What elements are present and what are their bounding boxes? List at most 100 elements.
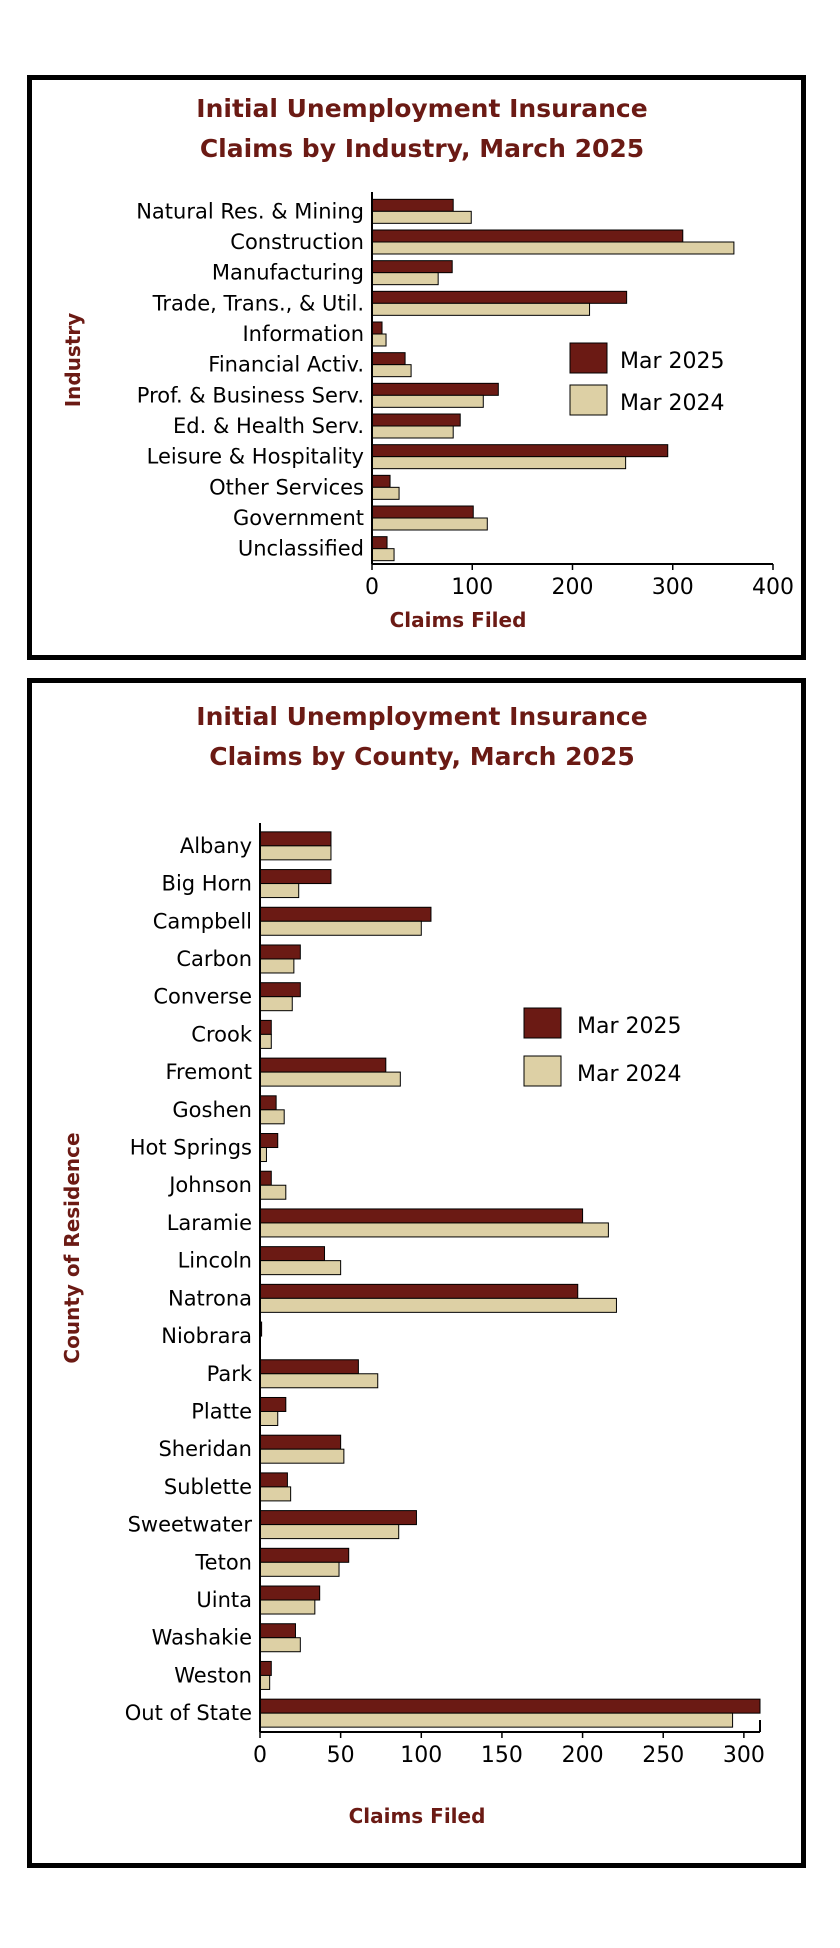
bar-campbell-mar-2024 <box>259 920 422 936</box>
industry-chart-panel: Initial Unemployment Insurance Claims by… <box>27 75 806 660</box>
category-label-natrona: Natrona <box>168 1286 252 1310</box>
bar-teton-mar-2024 <box>259 1561 340 1577</box>
x-tick-label-150: 150 <box>481 1743 523 1768</box>
industry-chart: Initial Unemployment Insurance Claims by… <box>61 94 794 632</box>
bar-weston-mar-2024 <box>259 1674 271 1690</box>
category-label-prof-business-serv: Prof. & Business Serv. <box>137 383 364 407</box>
category-label-washakie: Washakie <box>152 1626 252 1650</box>
category-label-ed-health-serv: Ed. & Health Serv. <box>173 414 364 438</box>
bar-sweetwater-mar-2025 <box>259 1510 417 1526</box>
y-axis-title: Industry <box>61 313 85 408</box>
bar-carbon-mar-2025 <box>259 944 301 960</box>
bar-unclassified-mar-2025 <box>371 536 388 550</box>
legend-label-mar-2024: Mar 2024 <box>620 391 725 416</box>
category-label-converse: Converse <box>153 985 252 1009</box>
bar-platte-mar-2025 <box>259 1396 287 1412</box>
category-label-big-horn: Big Horn <box>162 872 252 896</box>
category-label-out-of-state: Out of State <box>125 1701 252 1725</box>
category-label-albany: Albany <box>180 834 252 858</box>
x-tick-label-400: 400 <box>752 575 794 600</box>
category-label-crook: Crook <box>191 1022 253 1046</box>
category-label-government: Government <box>233 506 364 530</box>
bar-sublette-mar-2025 <box>259 1472 288 1488</box>
x-tick-label-300: 300 <box>652 575 694 600</box>
bar-other-services-mar-2024 <box>371 486 400 500</box>
bar-manufacturing-mar-2025 <box>371 260 453 274</box>
bar-natrona-mar-2024 <box>259 1297 617 1313</box>
bar-financial-activ-mar-2025 <box>371 352 406 366</box>
county-chart-panel: Initial Unemployment Insurance Claims by… <box>27 678 806 1868</box>
bar-out-of-state-mar-2025 <box>259 1698 761 1714</box>
bar-carbon-mar-2024 <box>259 958 295 974</box>
bar-government-mar-2024 <box>371 517 488 531</box>
bar-laramie-mar-2025 <box>259 1208 584 1224</box>
bar-information-mar-2024 <box>371 333 387 347</box>
y-axis-title: County of Residence <box>60 1132 84 1363</box>
category-label-teton: Teton <box>194 1550 252 1574</box>
bar-lincoln-mar-2025 <box>259 1246 326 1262</box>
category-label-leisure-hospitality: Leisure & Hospitality <box>147 445 364 469</box>
county-chart: Initial Unemployment Insurance Claims by… <box>60 702 765 1828</box>
county-plot-area: Albany Big Horn Campbell Carbon Converse Croo… <box>125 823 765 1768</box>
bar-johnson-mar-2024 <box>259 1184 287 1200</box>
bar-teton-mar-2025 <box>259 1547 350 1563</box>
bar-natural-res-mining-mar-2025 <box>371 198 454 212</box>
category-label-platte: Platte <box>191 1399 252 1423</box>
category-label-construction: Construction <box>230 230 364 254</box>
category-label-financial-activ: Financial Activ. <box>208 353 364 377</box>
x-tick-label-300: 300 <box>723 1743 765 1768</box>
legend-swatch-mar-2025 <box>569 342 608 374</box>
bar-leisure-hospitality-mar-2024 <box>371 456 627 470</box>
bar-big-horn-mar-2024 <box>259 883 300 899</box>
legend-swatch-mar-2024 <box>569 384 608 416</box>
bar-crook-mar-2024 <box>259 1033 272 1049</box>
bar-fremont-mar-2025 <box>259 1057 387 1073</box>
x-tick-label-0: 0 <box>253 1743 267 1768</box>
bar-sheridan-mar-2024 <box>259 1448 345 1464</box>
x-tick-label-50: 50 <box>327 1743 355 1768</box>
chart-title-line-1: Initial Unemployment Insurance <box>196 702 647 731</box>
bar-platte-mar-2024 <box>259 1410 279 1426</box>
category-label-other-services: Other Services <box>209 475 364 499</box>
category-label-sheridan: Sheridan <box>158 1437 252 1461</box>
bar-trade-trans-util-mar-2025 <box>371 290 628 304</box>
bar-albany-mar-2025 <box>259 831 332 847</box>
bar-construction-mar-2025 <box>371 229 684 243</box>
bar-hot-springs-mar-2025 <box>259 1133 279 1149</box>
x-tick-label-0: 0 <box>365 575 379 600</box>
x-axis-title: Claims Filed <box>349 1804 486 1828</box>
bar-laramie-mar-2024 <box>259 1222 609 1238</box>
category-label-sweetwater: Sweetwater <box>128 1513 253 1537</box>
bar-natrona-mar-2025 <box>259 1283 579 1299</box>
bar-washakie-mar-2025 <box>259 1623 296 1639</box>
bar-natural-res-mining-mar-2024 <box>371 210 472 224</box>
bar-johnson-mar-2025 <box>259 1170 272 1186</box>
county-legend: Mar 2025 Mar 2024 <box>523 1007 682 1087</box>
bar-other-services-mar-2025 <box>371 474 391 488</box>
bar-prof-business-serv-mar-2024 <box>371 394 484 408</box>
bar-crook-mar-2025 <box>259 1019 272 1035</box>
bar-sheridan-mar-2025 <box>259 1434 342 1450</box>
bar-albany-mar-2024 <box>259 845 332 861</box>
category-label-johnson: Johnson <box>167 1173 252 1197</box>
category-label-park: Park <box>207 1362 253 1386</box>
category-label-manufacturing: Manufacturing <box>212 261 364 285</box>
category-label-niobrara: Niobrara <box>161 1324 252 1348</box>
category-label-sublette: Sublette <box>164 1475 252 1499</box>
bar-washakie-mar-2024 <box>259 1637 301 1653</box>
bar-uinta-mar-2025 <box>259 1585 321 1601</box>
category-label-campbell: Campbell <box>153 909 252 933</box>
x-tick-label-100: 100 <box>400 1743 442 1768</box>
bar-uinta-mar-2024 <box>259 1599 316 1615</box>
bar-goshen-mar-2025 <box>259 1095 277 1111</box>
bar-weston-mar-2025 <box>259 1660 272 1676</box>
bar-leisure-hospitality-mar-2025 <box>371 444 669 458</box>
category-label-carbon: Carbon <box>176 947 252 971</box>
bar-goshen-mar-2024 <box>259 1109 285 1125</box>
bar-construction-mar-2024 <box>371 241 735 255</box>
category-label-trade-trans-util: Trade, Trans., & Util. <box>152 291 364 315</box>
x-tick-label-250: 250 <box>642 1743 684 1768</box>
category-label-hot-springs: Hot Springs <box>130 1136 252 1160</box>
industry-legend: Mar 2025 Mar 2024 <box>569 342 725 416</box>
chart-title-line-2: Claims by Industry, March 2025 <box>200 134 644 163</box>
